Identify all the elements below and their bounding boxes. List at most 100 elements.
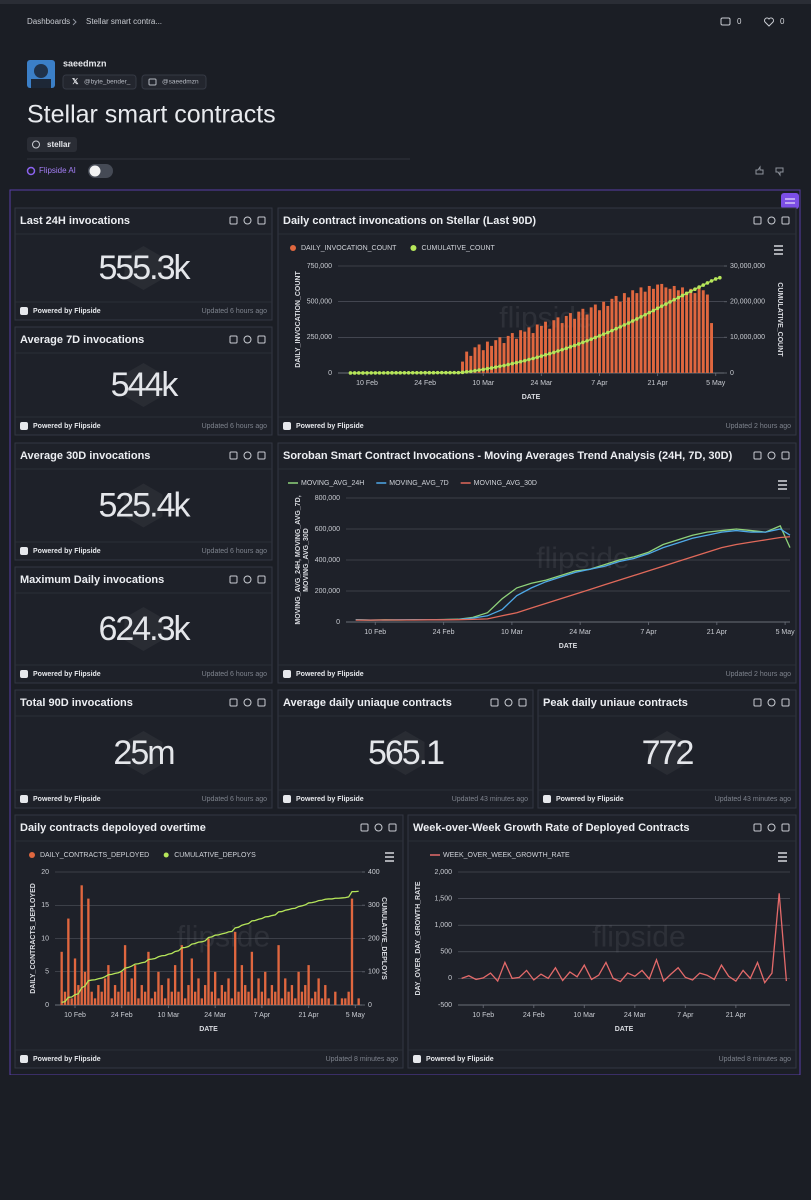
panel-title: Average 7D invocations bbox=[20, 334, 144, 346]
twitter-chip[interactable] bbox=[62, 74, 137, 90]
refresh-icon[interactable] bbox=[504, 698, 513, 707]
line-marker bbox=[576, 342, 581, 346]
kpi-value: 544k bbox=[111, 366, 180, 404]
thumbs-up[interactable] bbox=[755, 165, 764, 175]
kpi-value: 624.3k bbox=[98, 610, 191, 648]
refresh-icon[interactable] bbox=[767, 698, 776, 707]
line-marker bbox=[427, 370, 432, 375]
embed-icon[interactable] bbox=[753, 698, 762, 707]
embed-icon[interactable] bbox=[753, 451, 762, 460]
settings-button[interactable] bbox=[781, 193, 799, 209]
tag-chip[interactable] bbox=[27, 137, 77, 152]
line-marker bbox=[539, 354, 544, 358]
bar bbox=[244, 985, 247, 1005]
embed-icon[interactable] bbox=[753, 216, 762, 225]
empty-space bbox=[0, 1075, 811, 1200]
embed-icon[interactable] bbox=[229, 216, 238, 225]
embed-icon[interactable] bbox=[229, 698, 238, 707]
y-tick-label: 750,000 bbox=[307, 263, 332, 270]
bar bbox=[284, 978, 287, 1005]
bar bbox=[137, 998, 140, 1005]
copy-icon[interactable] bbox=[781, 823, 790, 832]
copy-icon[interactable] bbox=[781, 216, 790, 225]
powered-by: Powered by Flipside bbox=[33, 1056, 101, 1063]
like-icon[interactable] bbox=[764, 17, 774, 27]
bar bbox=[647, 285, 651, 373]
kpi-watermark bbox=[648, 731, 686, 775]
copy-icon[interactable] bbox=[781, 451, 790, 460]
bar bbox=[552, 320, 556, 373]
bar bbox=[173, 965, 177, 1005]
copy-icon[interactable] bbox=[781, 698, 790, 707]
line-marker bbox=[415, 370, 419, 375]
embed-icon[interactable] bbox=[229, 335, 238, 344]
bar bbox=[290, 985, 294, 1005]
bar bbox=[170, 991, 173, 1005]
refresh-icon[interactable] bbox=[243, 335, 252, 344]
line-marker bbox=[527, 357, 531, 362]
copy-icon[interactable] bbox=[257, 575, 266, 584]
x-tick-label: 24 Feb bbox=[433, 629, 455, 636]
comment-icon[interactable] bbox=[720, 17, 731, 26]
embed-icon[interactable] bbox=[229, 575, 238, 584]
bar bbox=[643, 291, 647, 373]
line-marker bbox=[601, 332, 606, 336]
breadcrumb-chevron bbox=[72, 18, 77, 26]
bar bbox=[87, 898, 90, 1005]
bar bbox=[465, 351, 469, 373]
author-name[interactable]: saeedmzn bbox=[63, 58, 107, 68]
panel bbox=[14, 566, 273, 684]
bar bbox=[280, 998, 284, 1005]
bar bbox=[693, 293, 697, 373]
thumbs-down[interactable] bbox=[775, 167, 784, 177]
bar bbox=[123, 945, 127, 1005]
updated-time: Updated 43 minutes ago bbox=[452, 796, 528, 803]
top-edge bbox=[0, 0, 811, 4]
line-marker bbox=[361, 371, 365, 375]
copy-icon[interactable] bbox=[518, 698, 527, 707]
line-marker bbox=[498, 364, 502, 369]
bar bbox=[277, 945, 280, 1005]
refresh-icon[interactable] bbox=[243, 216, 252, 225]
copy-icon[interactable] bbox=[257, 335, 266, 344]
x-tick-label: 10 Mar bbox=[501, 629, 523, 636]
breadcrumb-link[interactable]: Dashboards bbox=[27, 17, 70, 26]
discord-chip[interactable] bbox=[141, 74, 207, 90]
bar bbox=[200, 998, 203, 1005]
line-marker bbox=[585, 339, 589, 343]
refresh-icon[interactable] bbox=[243, 451, 252, 460]
refresh-icon[interactable] bbox=[243, 698, 252, 707]
line-marker bbox=[614, 326, 618, 331]
refresh-icon[interactable] bbox=[767, 451, 776, 460]
copy-icon[interactable] bbox=[257, 216, 266, 225]
bar bbox=[314, 991, 317, 1005]
bar bbox=[160, 985, 163, 1005]
copy-icon[interactable] bbox=[388, 823, 397, 832]
line-marker bbox=[676, 295, 681, 300]
bar bbox=[187, 985, 190, 1005]
embed-icon[interactable] bbox=[490, 698, 499, 707]
legend-marker bbox=[163, 852, 169, 858]
embed-icon[interactable] bbox=[753, 823, 762, 832]
y-tick-label: 0 bbox=[448, 975, 452, 982]
embed-icon[interactable] bbox=[360, 823, 369, 832]
refresh-icon[interactable] bbox=[767, 823, 776, 832]
y2-tick-label: 100 bbox=[368, 969, 380, 976]
copy-icon[interactable] bbox=[257, 451, 266, 460]
copy-icon[interactable] bbox=[257, 698, 266, 707]
bar bbox=[531, 333, 535, 373]
line-marker bbox=[713, 277, 718, 281]
x-tick-label: 7 Apr bbox=[640, 629, 657, 636]
embed-icon[interactable] bbox=[229, 451, 238, 460]
bar bbox=[598, 310, 601, 373]
bar bbox=[83, 971, 87, 1005]
bar bbox=[602, 301, 606, 373]
refresh-icon[interactable] bbox=[767, 216, 776, 225]
refresh-icon[interactable] bbox=[374, 823, 383, 832]
ai-icon bbox=[26, 166, 36, 176]
bar bbox=[310, 998, 314, 1005]
updated-time: Updated 6 hours ago bbox=[202, 548, 267, 555]
refresh-icon[interactable] bbox=[243, 575, 252, 584]
x-tick-label: 24 Mar bbox=[569, 629, 591, 636]
